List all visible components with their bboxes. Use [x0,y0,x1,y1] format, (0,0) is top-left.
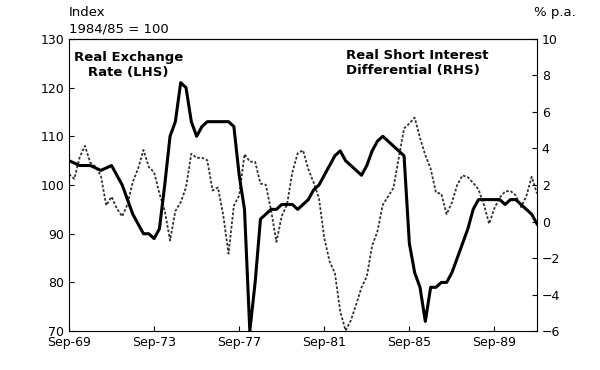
Text: Index: Index [69,6,106,18]
Text: % p.a.: % p.a. [534,6,576,18]
Text: Real Short Interest
Differential (RHS): Real Short Interest Differential (RHS) [346,48,488,77]
Text: Real Exchange
   Rate (LHS): Real Exchange Rate (LHS) [74,51,184,79]
Text: 1984/85 = 100: 1984/85 = 100 [69,22,169,35]
